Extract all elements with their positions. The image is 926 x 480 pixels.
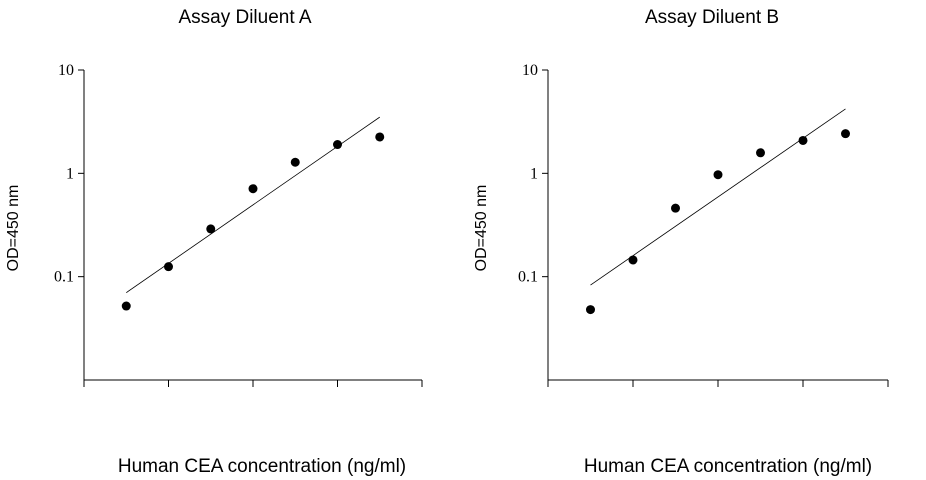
data-point — [206, 224, 216, 234]
x-axis-label: Human CEA concentration (ng/ml) — [118, 456, 406, 477]
data-point — [841, 129, 850, 139]
y-axis-label: OD=450 nm — [5, 185, 22, 272]
y-tick-label: 1 — [66, 165, 74, 182]
data-point — [713, 170, 723, 180]
chart-assay-diluent-b: Assay Diluent B OD=450 nm Human CEA conc… — [473, 7, 889, 477]
data-point — [290, 157, 300, 167]
y-tick-label: 0.1 — [54, 269, 74, 286]
y-tick-label: 10 — [522, 62, 538, 79]
y-axis-label: OD=450 nm — [473, 185, 490, 272]
chart-title: Assay Diluent B — [645, 7, 779, 28]
data-point — [671, 203, 680, 213]
data-point — [628, 255, 638, 265]
data-point — [121, 301, 131, 311]
data-point — [756, 148, 765, 158]
chart-assay-diluent-a: Assay Diluent A OD=450 nm Human CEA conc… — [5, 7, 423, 477]
data-point — [586, 305, 595, 315]
data-point — [164, 262, 173, 272]
y-tick-label: 1 — [530, 165, 538, 182]
y-tick-label: 10 — [58, 62, 74, 79]
data-point — [798, 135, 808, 145]
data-point — [375, 132, 385, 142]
y-tick-label: 0.1 — [518, 269, 538, 286]
data-point — [333, 140, 342, 150]
x-axis-label: Human CEA concentration (ng/ml) — [584, 456, 872, 477]
chart-title: Assay Diluent A — [178, 7, 311, 28]
data-point — [248, 184, 258, 194]
